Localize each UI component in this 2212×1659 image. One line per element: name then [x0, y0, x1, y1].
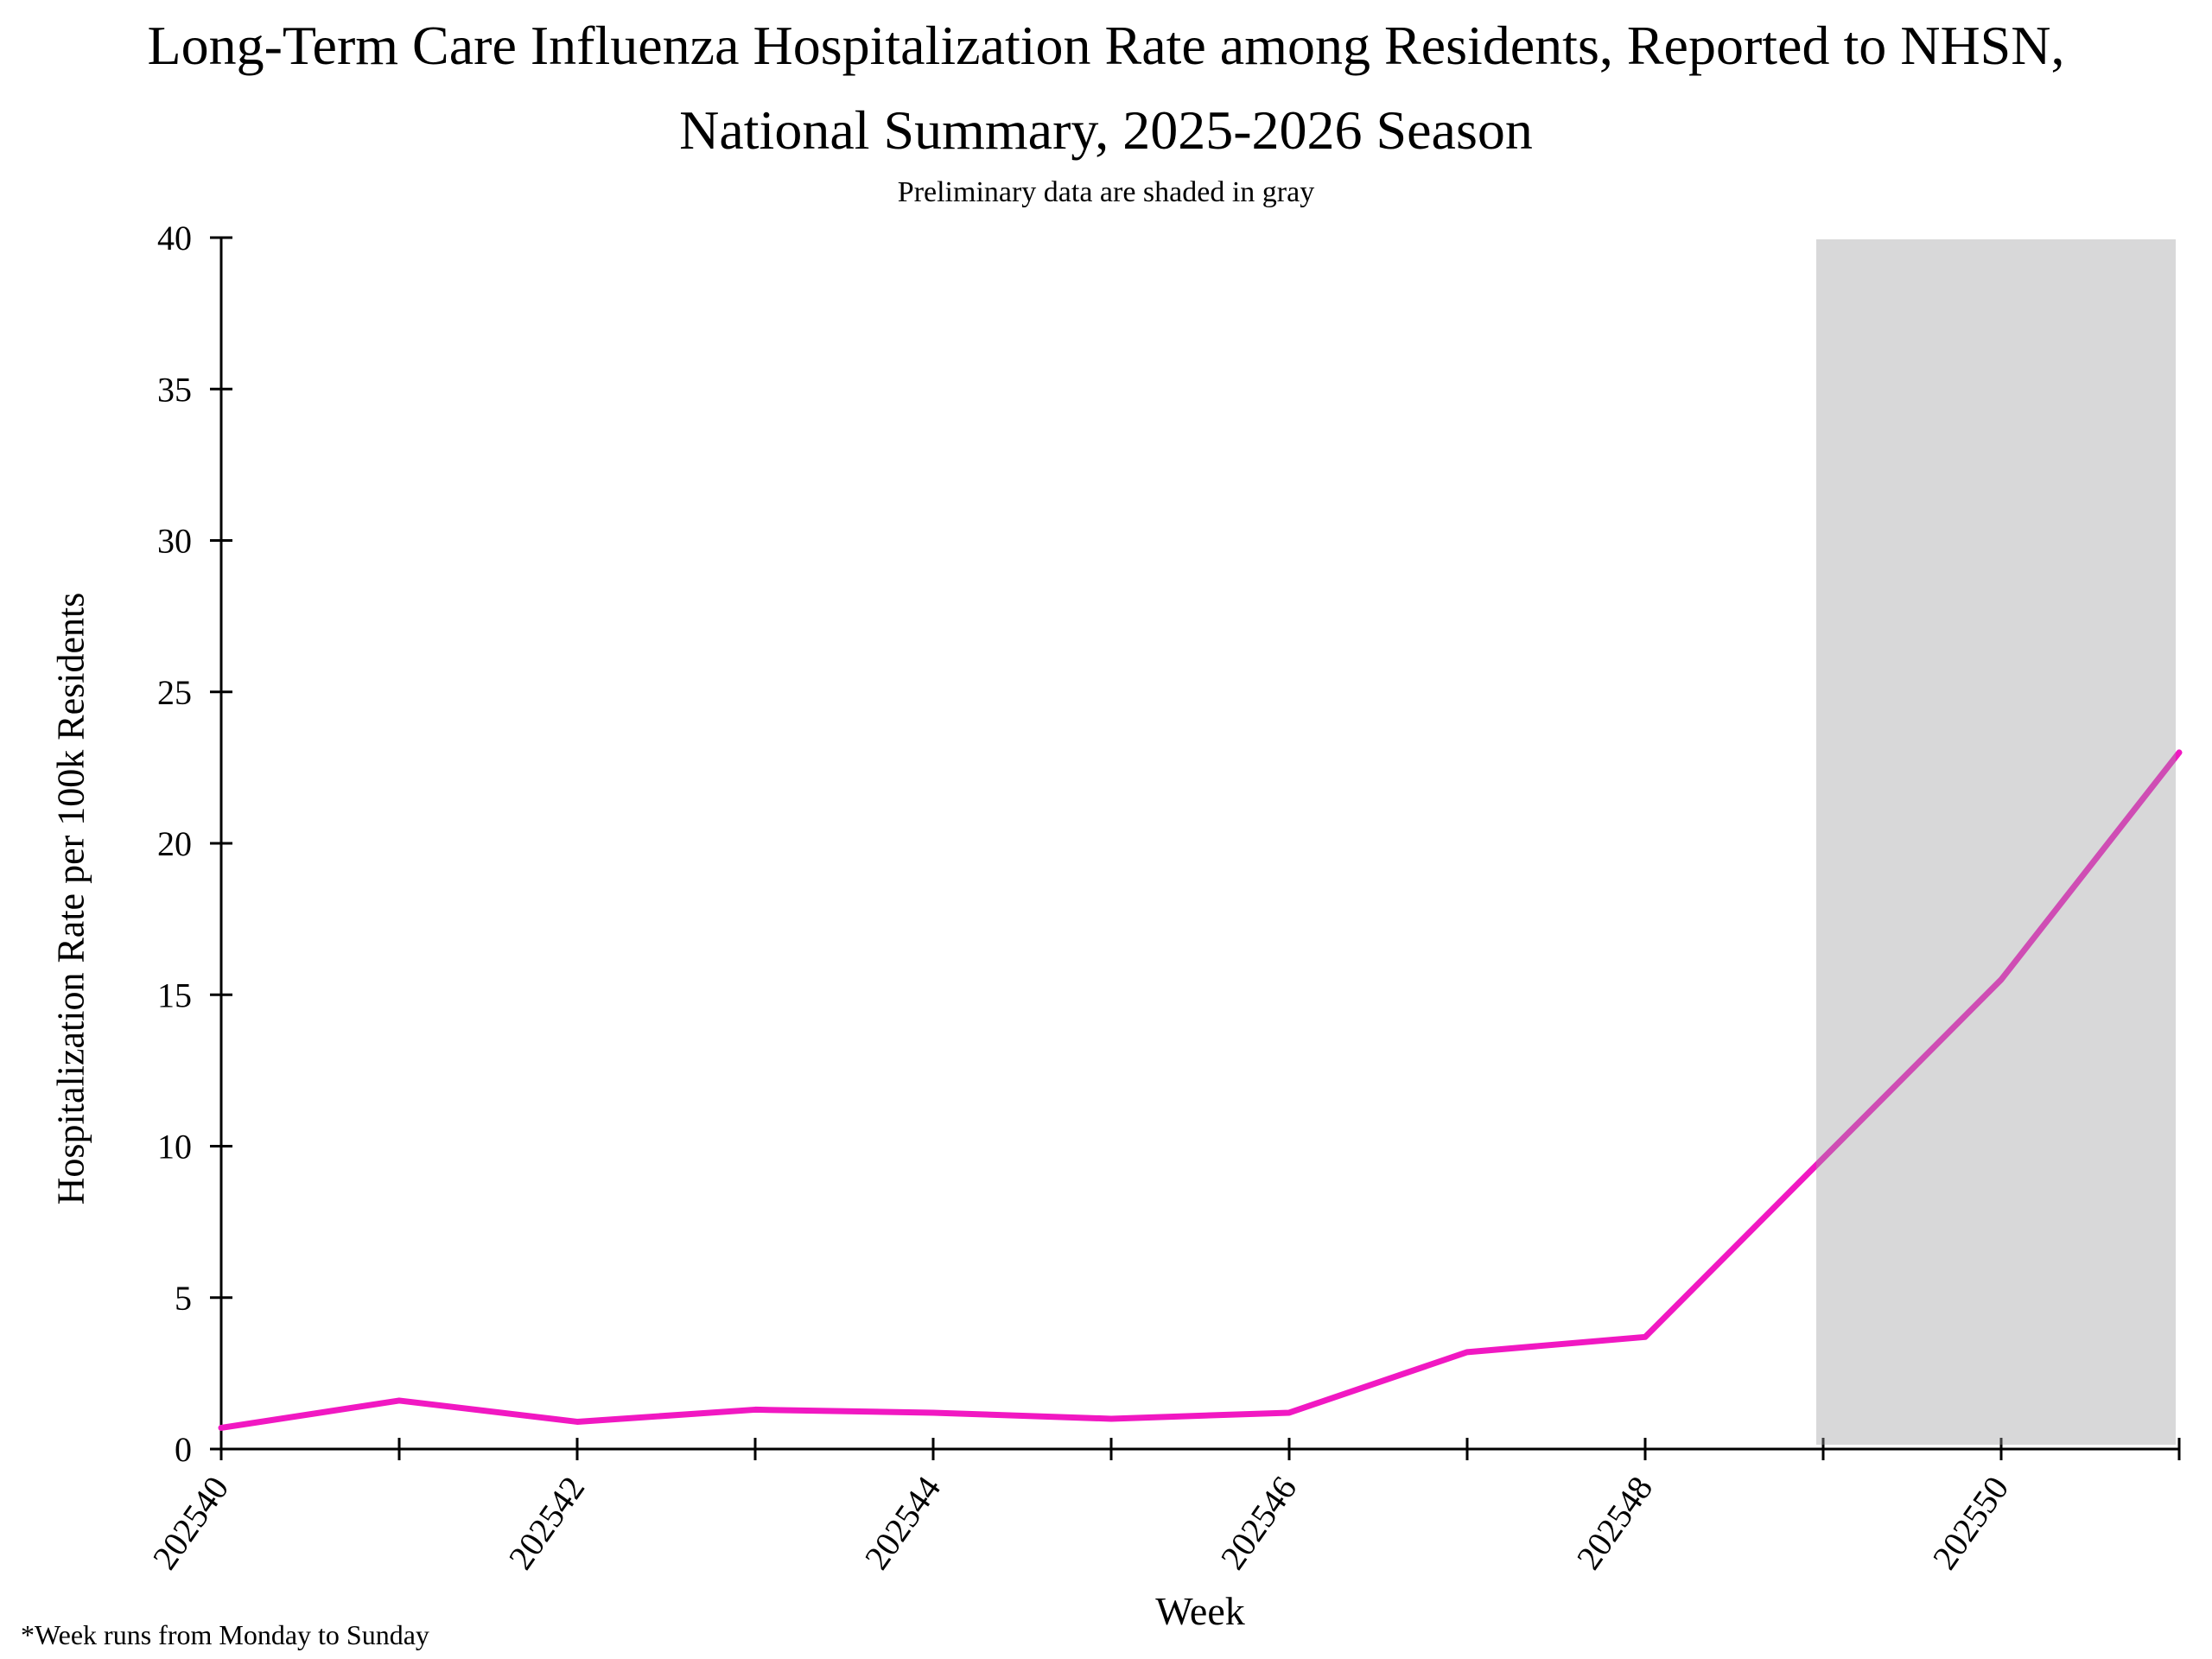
y-tick-label: 10: [157, 1128, 192, 1166]
x-tick-label: 202548: [1569, 1469, 1661, 1576]
y-tick-label: 25: [157, 673, 192, 712]
y-tick-label: 5: [175, 1279, 192, 1318]
x-tick-label: 202544: [857, 1469, 949, 1576]
preliminary-shading-region: [1816, 239, 2176, 1445]
data-line: [218, 749, 2183, 1431]
y-tick-label: 0: [175, 1430, 192, 1469]
y-tick-label: 15: [157, 976, 192, 1014]
y-tick-label: 35: [157, 370, 192, 409]
x-tick-label: 202540: [145, 1469, 237, 1576]
x-tick-label: 202546: [1213, 1469, 1305, 1576]
x-axis-label: Week: [1155, 1589, 1245, 1633]
chart-title-line2: National Summary, 2025-2026 Season: [679, 99, 1533, 161]
chart-subtitle: Preliminary data are shaded in gray: [897, 176, 1315, 208]
y-tick-label: 30: [157, 522, 192, 561]
y-tick-label: 40: [157, 219, 192, 257]
x-tick-label: 202550: [1925, 1469, 2017, 1576]
footnote: *Week runs from Monday to Sunday: [21, 1619, 429, 1650]
x-tick-label: 202542: [501, 1469, 593, 1576]
chart-title-line1: Long-Term Care Influenza Hospitalization…: [147, 15, 2065, 76]
y-tick-label: 20: [157, 824, 192, 863]
